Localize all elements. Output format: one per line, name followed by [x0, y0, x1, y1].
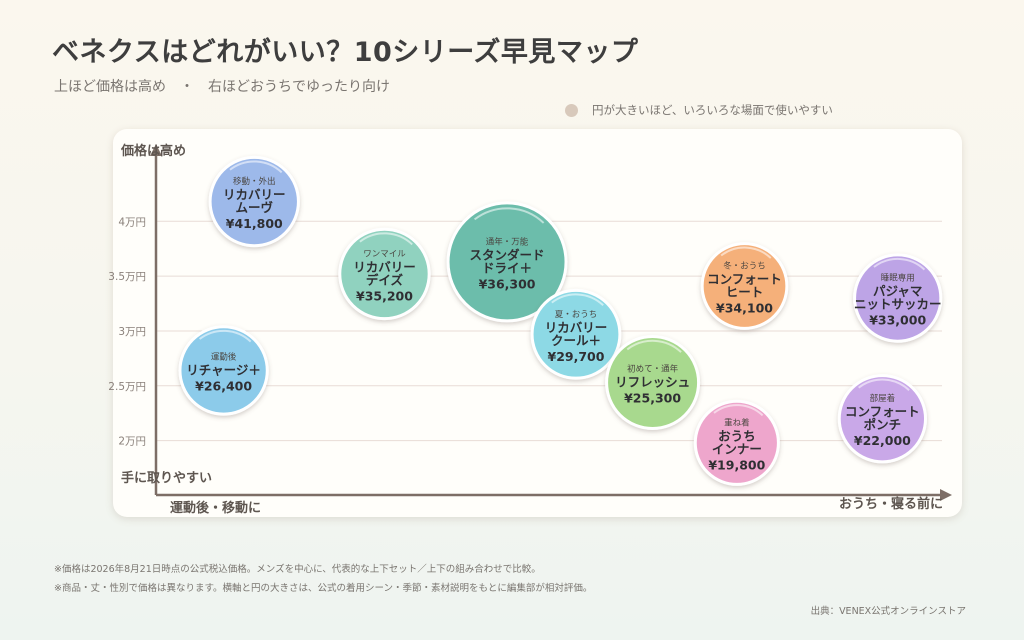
bubble-price-1: ¥26,400 [195, 378, 252, 393]
bubble-price-0: ¥41,800 [226, 216, 283, 231]
bubble-name-0-1: ムーヴ [236, 200, 274, 215]
page-subtitle: 上ほど価格は高め ・ 右ほどおうちでゆったり向け [54, 79, 390, 95]
bubble-name-9-0: コンフォート [845, 404, 920, 419]
bubble-name-9-1: ポンチ [864, 417, 902, 432]
bubble-tag-1: 運動後 [211, 351, 237, 362]
bubble-tag-0: 移動・外出 [233, 176, 276, 187]
page-title: ベネクスはどれがいい？10シリーズ早見マップ [52, 37, 639, 68]
bubble-highlight-3 [473, 207, 545, 224]
bubble-name-8-0: パジャマ [873, 284, 922, 299]
bubble-4 [530, 288, 622, 380]
bubble-name-7-1: インナー [712, 441, 762, 456]
bubble-highlight-6 [720, 246, 772, 259]
size-legend-text: 円が大きいほど、いろいろな場面で使いやすい [592, 103, 833, 117]
bubble-highlight-0 [229, 160, 283, 174]
bubble-name-5-0: リフレッシュ [615, 375, 690, 390]
bubble-price-4: ¥29,700 [548, 349, 605, 364]
bubble-highlight-9 [858, 378, 910, 391]
bubble-name-8-1: ニットサッカー [854, 297, 942, 312]
bubble-name-3-1: ドライ＋ [482, 260, 532, 275]
bubble-name-3-0: スタンダード [470, 247, 545, 262]
bubble-1 [178, 325, 269, 416]
bubble-tag-7: 重ね着 [724, 417, 750, 428]
bubble-name-6-0: コンフォート [707, 272, 782, 287]
bubble-name-4-1: クール＋ [551, 333, 601, 348]
bubble-9 [837, 374, 928, 464]
y-tick-label-3: 3.5万円 [108, 271, 146, 283]
bubble-0 [208, 155, 300, 248]
y-tick-label-2: 3万円 [118, 326, 146, 338]
bubble-tag-6: 冬・おうち [723, 261, 766, 272]
y-tick-label-1: 2.5万円 [108, 381, 146, 393]
x-axis-arrow-icon [940, 489, 952, 501]
size-legend: 円が大きいほど、いろいろな場面で使いやすい [565, 102, 833, 118]
bubble-3 [446, 201, 568, 323]
bubble-highlight-7 [713, 404, 764, 417]
bubble-price-7: ¥19,800 [708, 457, 765, 472]
y-tick-label-0: 2万円 [118, 436, 146, 448]
bubble-name-6-1: ヒート [726, 285, 764, 300]
bubble-7 [693, 399, 780, 486]
x-axis-left-label: 運動後・移動に [170, 500, 261, 516]
bubble-highlight-8 [873, 257, 926, 271]
source-credit: 出典：VENEX公式オンラインストア [810, 606, 966, 617]
bubble-price-9: ¥22,000 [854, 433, 911, 448]
y-tick-label-4: 4万円 [118, 216, 146, 228]
bubble-2 [338, 227, 431, 321]
bubble-price-8: ¥33,000 [869, 313, 926, 328]
bubble-name-1-0: リチャージ＋ [186, 362, 261, 377]
bubble-8 [853, 253, 943, 343]
bubble-highlight-2 [359, 232, 413, 246]
bubble-tag-8: 睡眠専用 [881, 273, 915, 284]
bubble-highlight-5 [626, 339, 682, 353]
y-axis-arrow-icon [150, 144, 162, 156]
bubble-name-2-1: デイズ [366, 272, 404, 287]
footnote-1: ※価格は2026年8月21日時点の公式税込価格。メンズを中心に、代表的な上下セッ… [54, 564, 541, 575]
bubble-tag-3: 通年・万能 [486, 236, 529, 247]
size-legend-dot-icon [565, 103, 578, 117]
x-axis-right-label: おうち・寝る前に [839, 496, 943, 512]
bubble-6 [700, 242, 789, 330]
bubble-highlight-1 [198, 329, 252, 343]
bubble-name-0-0: リカバリー [223, 187, 286, 202]
bubble-price-2: ¥35,200 [356, 288, 413, 303]
bubble-tag-2: ワンマイル [363, 249, 406, 259]
bubble-tag-4: 夏・おうち [555, 310, 598, 320]
bubble-price-6: ¥34,100 [716, 301, 773, 316]
footnote-2: ※商品・丈・性別で価格は異なります。横軸と円の大きさは、公式の着用シーン・季節・… [54, 583, 593, 594]
bubble-price-3: ¥36,300 [479, 276, 536, 291]
bubble-name-7-0: おうち [718, 428, 756, 443]
bubble-tag-5: 初めて・通年 [627, 364, 679, 375]
bubble-5 [605, 335, 701, 431]
y-axis-low-label: 手に取りやすい [121, 470, 212, 486]
y-axis-label: 価格は高め [120, 143, 186, 159]
bubble-name-2-0: リカバリー [353, 259, 416, 274]
bubble-name-4-0: リカバリー [545, 320, 608, 335]
bubble-price-5: ¥25,300 [624, 391, 681, 406]
bubble-highlight-4 [551, 293, 604, 307]
bubble-tag-9: 部屋着 [870, 393, 896, 404]
